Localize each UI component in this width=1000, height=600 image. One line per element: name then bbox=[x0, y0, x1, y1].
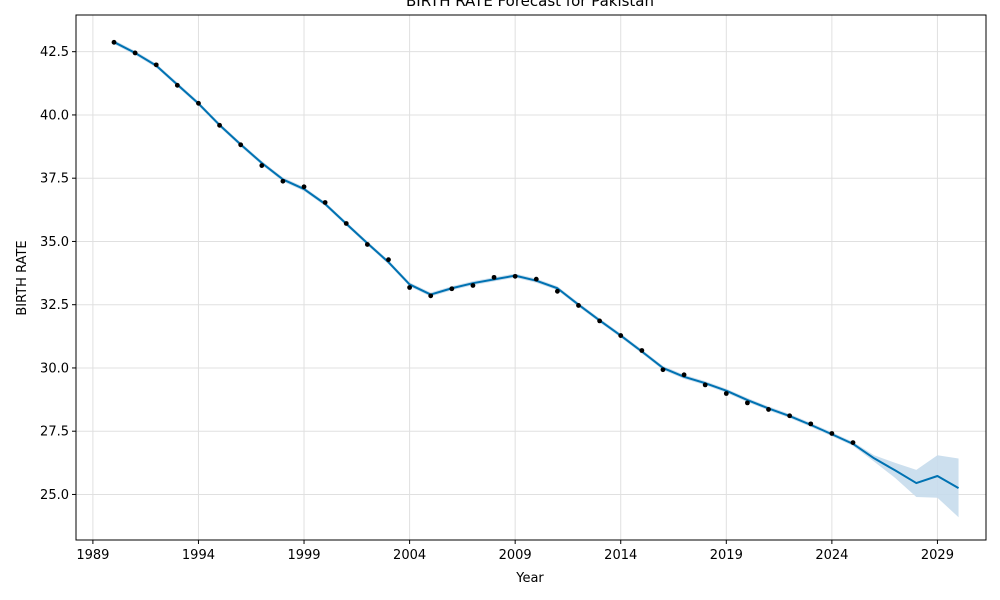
chart-title: BIRTH RATE Forecast for Pakistan bbox=[406, 0, 654, 10]
observed-point bbox=[702, 382, 708, 388]
observed-point bbox=[428, 293, 434, 299]
x-tick-label: 2004 bbox=[393, 548, 426, 563]
observed-point bbox=[174, 82, 180, 88]
observed-point bbox=[217, 122, 222, 128]
observed-point bbox=[723, 391, 729, 396]
observed-point bbox=[111, 39, 117, 45]
observed-point bbox=[386, 257, 391, 263]
observed-point bbox=[449, 286, 455, 292]
observed-point bbox=[766, 407, 771, 412]
observed-point bbox=[153, 62, 159, 68]
y-tick-label: 37.5 bbox=[40, 172, 69, 187]
y-axis-ticks: 25.0 27.5 30.0 32.5 35.0 37.5 40.0 42.5 bbox=[40, 45, 76, 503]
observed-point bbox=[196, 100, 201, 106]
x-tick-label: 2029 bbox=[921, 548, 954, 563]
observed-point bbox=[301, 184, 307, 190]
observed-point bbox=[597, 318, 603, 324]
observed-point bbox=[618, 333, 624, 338]
y-axis-label: BIRTH RATE bbox=[15, 240, 30, 315]
x-tick-label: 2024 bbox=[815, 548, 848, 563]
observed-point bbox=[533, 276, 539, 282]
observed-point bbox=[238, 142, 244, 148]
observed-point bbox=[850, 440, 856, 445]
y-tick-label: 40.0 bbox=[40, 108, 69, 123]
x-axis-ticks: 1989 1994 1999 2004 2009 2014 2019 2024 2029 bbox=[76, 540, 954, 563]
x-tick-label: 2014 bbox=[604, 548, 637, 563]
y-tick-label: 42.5 bbox=[40, 45, 69, 60]
gridlines bbox=[76, 15, 986, 540]
observed-point bbox=[343, 221, 349, 226]
observed-point bbox=[322, 200, 328, 205]
observed-point bbox=[829, 431, 835, 436]
x-tick-label: 2009 bbox=[499, 548, 532, 563]
x-tick-label: 1994 bbox=[182, 548, 215, 563]
observed-point bbox=[787, 413, 793, 419]
observed-point bbox=[364, 242, 370, 247]
plot-frame bbox=[75, 14, 987, 541]
observed-point bbox=[259, 163, 265, 168]
observed-point bbox=[660, 367, 666, 373]
x-tick-label: 2019 bbox=[710, 548, 743, 563]
observed-point bbox=[808, 421, 814, 427]
y-tick-label: 32.5 bbox=[40, 298, 69, 313]
x-tick-label: 1989 bbox=[76, 548, 109, 563]
observed-point bbox=[491, 274, 497, 280]
observed-point bbox=[132, 50, 138, 56]
y-tick-label: 35.0 bbox=[40, 235, 69, 250]
x-axis-label: Year bbox=[515, 571, 544, 586]
y-tick-label: 30.0 bbox=[40, 361, 69, 376]
observed-points bbox=[111, 39, 856, 445]
observed-point bbox=[745, 400, 750, 406]
observed-point bbox=[554, 288, 560, 294]
y-tick-label: 27.5 bbox=[40, 425, 69, 440]
observed-point bbox=[470, 283, 476, 288]
observed-point bbox=[407, 285, 412, 290]
observed-point bbox=[576, 303, 581, 308]
observed-point bbox=[280, 178, 286, 184]
y-tick-label: 25.0 bbox=[40, 488, 69, 503]
x-tick-label: 1999 bbox=[287, 548, 320, 563]
observed-point bbox=[639, 348, 645, 353]
observed-point bbox=[512, 273, 518, 279]
observed-point bbox=[681, 372, 687, 378]
